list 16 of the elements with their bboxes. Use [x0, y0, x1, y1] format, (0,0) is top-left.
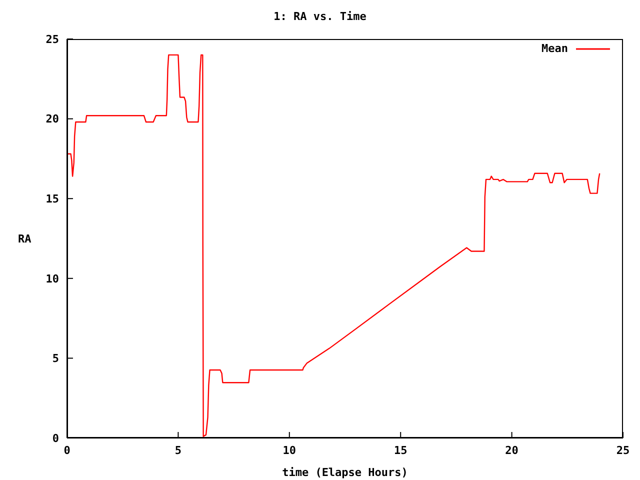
x-tick-label: 0	[64, 444, 70, 457]
chart-title: 1: RA vs. Time	[272, 10, 368, 23]
legend-label: Mean	[542, 42, 568, 55]
x-axis-title: time (Elapse Hours)	[282, 466, 408, 479]
x-tick-label: 25	[616, 444, 630, 457]
y-tick-label: 10	[46, 272, 59, 286]
x-tick-label: 15	[394, 444, 408, 457]
y-tick-label: 20	[46, 112, 59, 126]
x-tick-label: 5	[174, 444, 182, 457]
y-tick-label: 0	[52, 432, 59, 445]
x-tick-label: 20	[505, 444, 518, 457]
x-tick-label: 10	[282, 444, 296, 457]
y-tick-label: 5	[52, 352, 59, 366]
y-axis-title: RA	[18, 232, 32, 246]
y-tick-label: 25	[46, 32, 59, 46]
y-tick-label: 15	[46, 192, 59, 206]
